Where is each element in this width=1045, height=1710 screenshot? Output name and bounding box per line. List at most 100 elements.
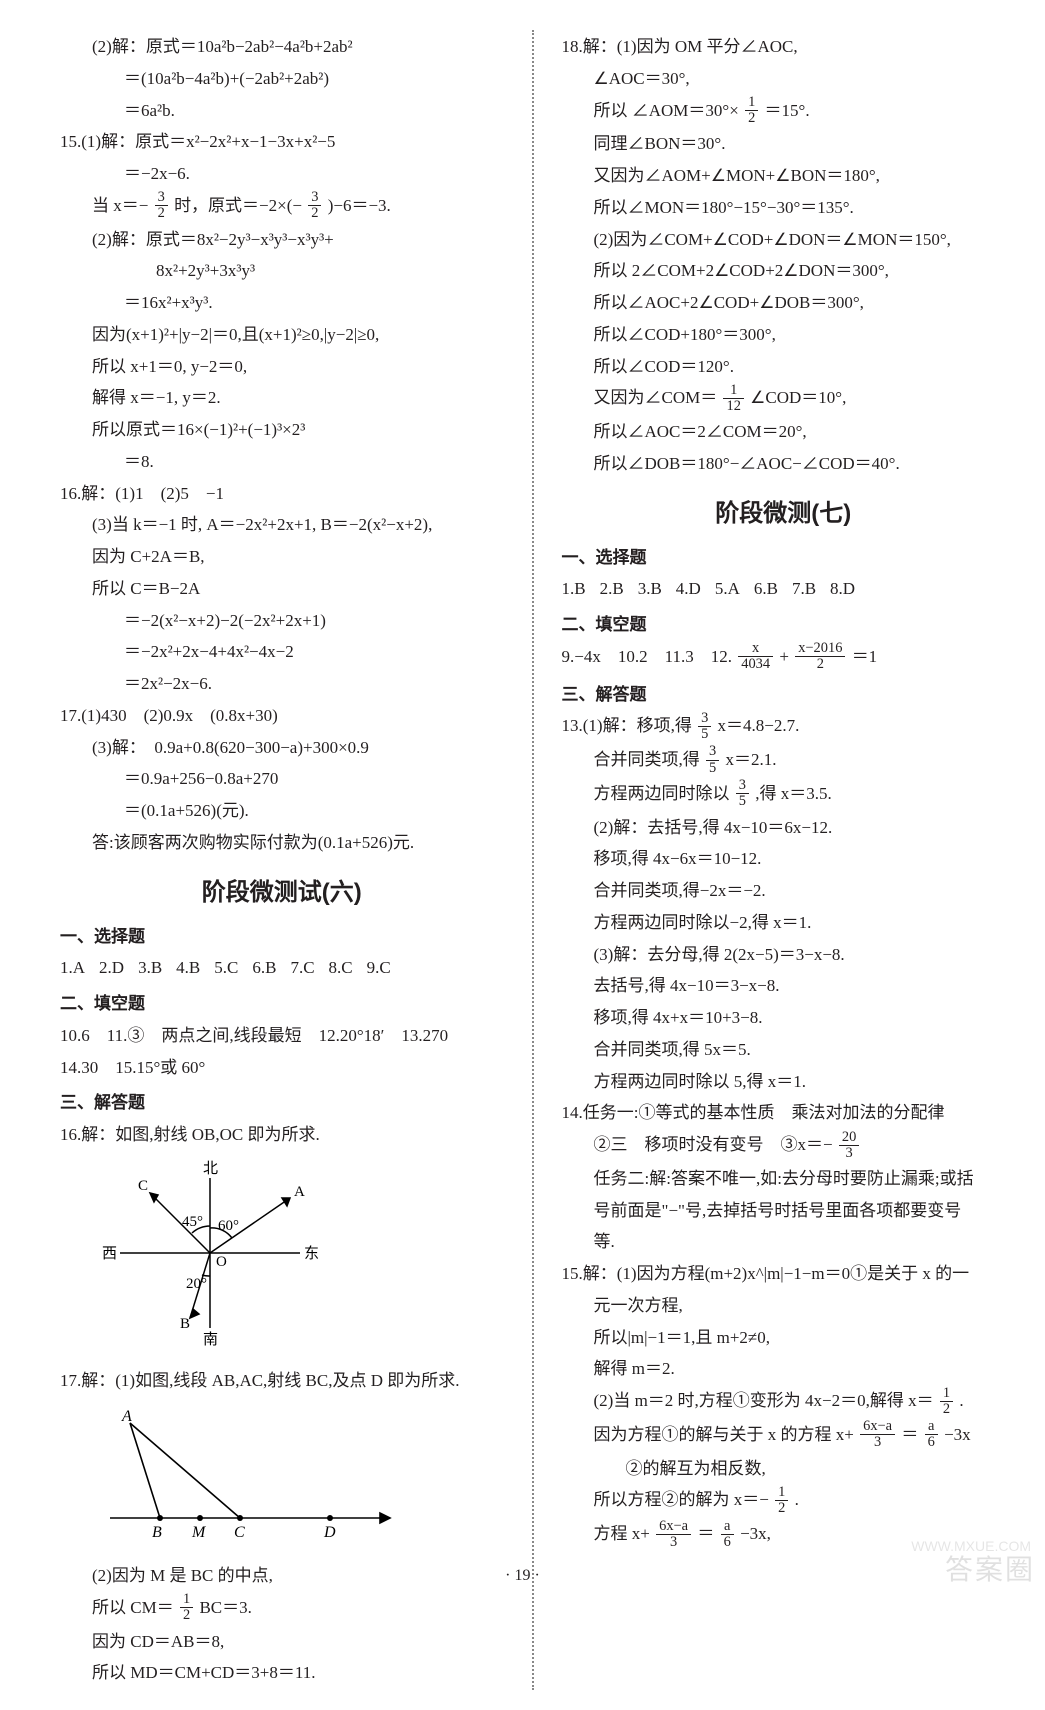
text: 又因为∠COM＝ 112 ∠COD＝10°, [562,383,1006,415]
svg-text:北: 北 [203,1160,218,1177]
text: 答:该顾客两次购物实际付款为(0.1a+526)元. [60,828,504,858]
svg-text:60°: 60° [218,1218,239,1234]
text: (3)解： 0.9a+0.8(620−300−a)+300×0.9 [60,733,504,763]
text: 13.(1)解：移项,得 35 x＝4.8−2.7. [562,711,1006,743]
text: 17.(1)430 (2)0.9x (0.8x+30) [60,701,504,731]
text: 方程两边同时除以−2,得 x＝1. [562,908,1006,938]
text: 因为 CD＝AB＝8, [60,1627,504,1657]
text: 解得 m＝2. [562,1354,1006,1384]
answers: 1.A2.D3.B4.B5.C6.B7.C8.C9.C [60,953,504,983]
test7-title: 阶段微测(七) [562,493,1006,535]
svg-text:东: 东 [304,1245,319,1262]
sec-fill: 二、填空题 [562,610,1006,640]
text: (2)解：原式＝10a²b−2ab²−4a²b+2ab² [60,32,504,62]
text: 所以∠COD+180°＝300°, [562,320,1006,350]
text: 所以 MD＝CM+CD＝3+8＝11. [60,1658,504,1688]
text: 合并同类项,得−2x＝−2. [562,876,1006,906]
svg-text:A: A [294,1184,305,1200]
text: 号前面是"−"号,去掉括号时括号里面各项都要变号 [562,1196,1006,1226]
page-body: (2)解：原式＝10a²b−2ab²−4a²b+2ab² ＝(10a²b−4a²… [0,0,1045,1710]
svg-text:45°: 45° [182,1214,203,1230]
text: 方程两边同时除以 35 ,得 x＝3.5. [562,779,1006,811]
text: 合并同类项,得 5x＝5. [562,1035,1006,1065]
right-column: 18.解：(1)因为 OM 平分∠AOC, ∠AOC＝30°, 所以 ∠AOM＝… [562,30,1006,1690]
text: ＝2x²−2x−6. [60,669,504,699]
text: 所以∠AOC+2∠COD+∠DOB＝300°, [562,288,1006,318]
text: 16.解：如图,射线 OB,OC 即为所求. [60,1120,504,1150]
text: 14.任务一:①等式的基本性质 乘法对加法的分配律 [562,1098,1006,1128]
text: 17.解：(1)如图,线段 AB,AC,射线 BC,及点 D 即为所求. [60,1366,504,1396]
svg-text:O: O [216,1254,227,1270]
svg-text:西: 西 [102,1246,117,1262]
svg-text:20°: 20° [186,1276,207,1292]
t: )−6＝−3. [328,196,391,215]
text: 15.(1)解：原式＝x²−2x²+x−1−3x+x²−5 [60,127,504,157]
text: 等. [562,1227,1006,1257]
text: 所以方程②的解为 x＝− 12 . [562,1485,1006,1517]
text: 所以∠COD＝120°. [562,352,1006,382]
text: 同理∠BON＝30°. [562,129,1006,159]
text: ＝0.9a+256−0.8a+270 [60,764,504,794]
t: 当 x＝− [92,196,148,215]
text: 所以∠MON＝180°−15°−30°＝135°. [562,193,1006,223]
compass-diagram: 北 南 东 西 A C B O 60° 45° 20° [90,1158,504,1358]
text: ＝6a²b. [60,96,504,126]
text: (2)当 m＝2 时,方程①变形为 4x−2＝0,解得 x＝ 12 . [562,1386,1006,1418]
text: 所以 2∠COM+2∠COD+2∠DON＝300°, [562,256,1006,286]
text: 又因为∠AOM+∠MON+∠BON＝180°, [562,161,1006,191]
text: 所以 ∠AOM＝30°× 12 ＝15°. [562,96,1006,128]
text: ＝8. [60,447,504,477]
svg-text:C: C [234,1524,245,1541]
text: 10.6 11.③ 两点之间,线段最短 12.20°18′ 13.270 [60,1021,504,1051]
text: (2)解：去括号,得 4x−10＝6x−12. [562,813,1006,843]
svg-text:B: B [180,1316,190,1332]
sec-solve: 三、解答题 [562,680,1006,710]
text: 移项,得 4x−6x＝10−12. [562,844,1006,874]
text: 去括号,得 4x−10＝3−x−8. [562,971,1006,1001]
text: (3)解：去分母,得 2(2x−5)＝3−x−8. [562,940,1006,970]
svg-text:M: M [191,1524,207,1541]
sec-select: 一、选择题 [60,922,504,952]
svg-text:南: 南 [203,1331,218,1348]
text: 所以 x+1＝0, y−2＝0, [60,352,504,382]
text: 所以 C＝B−2A [60,574,504,604]
text: 元一次方程, [562,1291,1006,1321]
column-divider [532,30,534,1690]
text: ②的解互为相反数, [562,1454,1006,1484]
text: ②三 移项时没有变号 ③x＝− 203 [562,1130,1006,1162]
text: 所以|m|−1＝1,且 m+2≠0, [562,1323,1006,1353]
text: 因为 C+2A＝B, [60,542,504,572]
text: 方程 x+ 6x−a3 ＝ a6 −3x, [562,1519,1006,1551]
test6-title: 阶段微测试(六) [60,872,504,914]
text: ＝−2x−6. [60,159,504,189]
text: 18.解：(1)因为 OM 平分∠AOC, [562,32,1006,62]
text: ＝(0.1a+526)(元). [60,796,504,826]
text: ∠AOC＝30°, [562,64,1006,94]
page-number: · 19 · [0,1562,1045,1590]
text: 9.−4x 10.2 11.3 12. x4034 + x−20162 ＝1 [562,642,1006,674]
text: (2)因为∠COM+∠COD+∠DON＝∠MON＝150°, [562,225,1006,255]
left-column: (2)解：原式＝10a²b−2ab²−4a²b+2ab² ＝(10a²b−4a²… [60,30,504,1690]
text: 8x²+2y³+3x³y³ [60,256,504,286]
text: 15.解：(1)因为方程(m+2)x^|m|−1−m＝0①是关于 x 的一 [562,1259,1006,1289]
t: 时，原式＝−2×(− [174,196,302,215]
text: (3)当 k＝−1 时, A＝−2x²+2x+1, B＝−2(x²−x+2), [60,510,504,540]
text: 所以原式＝16×(−1)²+(−1)³×2³ [60,415,504,445]
text: 合并同类项,得 35 x＝2.1. [562,745,1006,777]
text: (2)解：原式＝8x²−2y³−x³y³−x³y³+ [60,225,504,255]
sec-solve: 三、解答题 [60,1088,504,1118]
text: 解得 x＝−1, y＝2. [60,383,504,413]
text: 所以∠AOC＝2∠COM＝20°, [562,417,1006,447]
text: 方程两边同时除以 5,得 x＝1. [562,1067,1006,1097]
svg-text:B: B [152,1524,162,1541]
text: ＝−2(x²−x+2)−2(−2x²+2x+1) [60,606,504,636]
svg-text:C: C [138,1178,148,1194]
sec-fill: 二、填空题 [60,989,504,1019]
text: 所以∠DOB＝180°−∠AOC−∠COD＝40°. [562,449,1006,479]
text: ＝−2x²+2x−4+4x²−4x−2 [60,637,504,667]
answers: 1.B2.B3.B4.D5.A6.B7.B8.D [562,574,1006,604]
text: ＝16x²+x³y³. [60,288,504,318]
text: ＝(10a²b−4a²b)+(−2ab²+2ab²) [60,64,504,94]
svg-text:D: D [323,1524,336,1541]
svg-text:A: A [121,1408,132,1425]
